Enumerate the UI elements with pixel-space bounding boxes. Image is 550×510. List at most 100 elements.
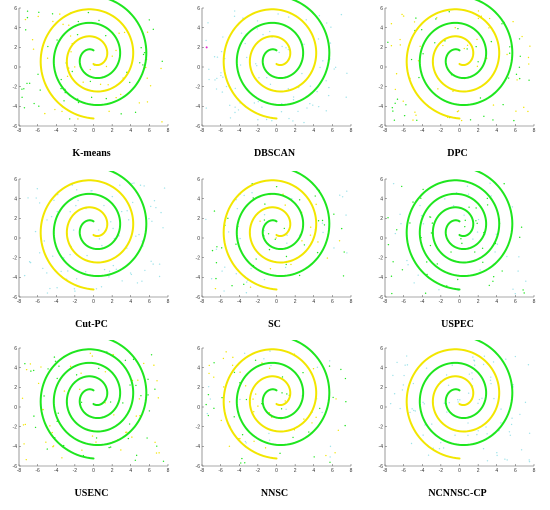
noise-point [280,110,283,113]
noise-point [500,408,502,410]
x-tick-label: 2 [294,299,297,305]
noise-point [394,232,397,235]
noise-point [205,39,207,42]
noise-point [420,197,422,199]
noise-point [460,119,463,122]
noise-point [49,425,51,427]
noise-point [415,17,417,19]
noise-point [228,401,231,403]
x-tick-label: 0 [275,299,278,305]
noise-point [344,424,346,427]
noise-point [26,82,28,85]
noise-point [263,214,266,216]
x-tick-label: -2 [73,299,78,305]
noise-point [490,195,492,197]
noise-point [401,13,403,16]
noise-point [105,65,108,68]
noise-point [467,434,469,437]
noise-point [127,437,130,440]
y-tick-label: 6 [380,346,383,352]
noise-point [468,206,470,208]
noise-point [319,407,321,410]
noise-point [508,431,511,433]
noise-point [422,434,424,436]
y-tick-label: -2 [13,84,18,90]
x-tick-label: -2 [439,299,444,305]
noise-point [52,445,55,447]
noise-point [298,199,301,201]
noise-point [424,424,426,426]
noise-point [506,53,508,56]
noise-point [409,411,411,414]
noise-point [477,218,480,221]
noise-point [492,361,495,363]
noise-point [118,235,120,237]
noise-point [469,119,472,121]
noise-point [239,237,241,240]
noise-point [418,76,420,79]
noise-point [400,223,402,225]
noise-point [24,423,27,426]
noise-point [224,266,226,268]
noise-point [225,351,227,353]
noise-point [249,286,252,288]
panel-title: Cut-PC [75,319,108,330]
noise-point [46,57,49,59]
x-tick-label: 2 [477,299,480,305]
noise-point [81,449,83,451]
noise-point [420,215,423,217]
x-tick-label: 4 [495,128,498,134]
noise-point [298,274,301,277]
noise-point [528,459,530,461]
noise-point [153,200,156,202]
noise-point [519,413,521,416]
noise-point [264,203,266,205]
noise-point [235,243,237,245]
noise-point [221,396,223,399]
x-tick-label: 6 [148,128,151,134]
panel-title: DPC [447,148,468,159]
noise-point [254,359,257,361]
noise-point [95,437,98,439]
noise-point [146,101,149,103]
noise-point [279,452,281,455]
noise-point [516,79,518,81]
noise-point [33,102,35,105]
noise-point [389,402,392,405]
y-tick-label: -2 [196,255,201,261]
y-tick-label: 6 [14,346,17,352]
noise-point [519,236,521,239]
noise-point [309,234,312,236]
y-tick-label: 2 [380,385,383,391]
noise-point [51,431,53,434]
x-tick-label: 6 [331,468,334,474]
noise-point [431,423,433,425]
noise-point [275,185,278,188]
noise-point [53,199,55,202]
noise-point [129,384,131,386]
noise-point [419,204,421,207]
noise-point [233,371,236,374]
noise-point [466,48,468,50]
noise-point [213,376,215,378]
noise-point [37,382,40,385]
noise-point [333,68,335,70]
noise-point [422,401,424,404]
noise-point [229,104,231,107]
noise-point [451,364,453,366]
noise-point [391,106,394,109]
noise-point [103,268,106,271]
noise-point [234,106,236,108]
noise-point [56,377,58,380]
noise-point [254,393,257,395]
noise-point [121,280,123,282]
x-tick-label: -2 [73,468,78,474]
noise-point [21,88,23,90]
noise-point [205,46,208,49]
noise-point [147,378,149,381]
noise-point [339,194,341,196]
panel-title: USENC [74,488,109,499]
noise-point [401,185,403,188]
noise-point [387,41,389,44]
